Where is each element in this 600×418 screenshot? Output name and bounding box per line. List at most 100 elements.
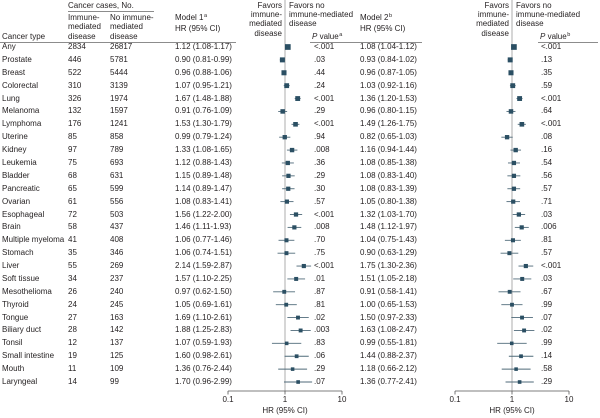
hr-marker	[282, 289, 287, 294]
model1-hr-ci: 1.33 (1.08-1.65)	[175, 145, 232, 155]
hr-marker	[284, 302, 289, 307]
table-row: Pancreatic 65 599 1.14 (0.89-1.47) .30 1.08 (…	[0, 184, 600, 194]
model2-hr-ci: 1.36 (0.77-2.41)	[360, 377, 417, 386]
model2-hr-ci: 1.50 (0.97-2.33)	[360, 312, 417, 322]
cases-no-immune-mediated: 1241	[110, 119, 128, 129]
cancer-cases-group-rule	[68, 11, 154, 12]
table-row: Mouth 11 109 1.36 (0.76-2.44) .29 1.18 (0.66-…	[0, 364, 600, 374]
model1-title: Model 1a	[175, 13, 220, 24]
model1-p-value: .008	[314, 145, 330, 155]
cases-immune-mediated: 85	[68, 132, 77, 142]
model1-hr-ci: 1.12 (1.08-1.17)	[175, 42, 232, 51]
cases-immune-mediated: 176	[68, 119, 82, 129]
header-line: No immune-	[110, 13, 154, 22]
model1-p-value: .06	[314, 351, 326, 361]
cancer-type-header: Cancer type	[2, 32, 46, 41]
model2-hr-ci: 0.82 (0.65-1.03)	[360, 132, 417, 142]
hr-marker	[507, 289, 512, 294]
cancer-type-label: Prostate	[2, 54, 32, 64]
model1-p-value: .87	[314, 286, 326, 296]
model1-hr-ci: 1.69 (1.10-2.61)	[175, 312, 232, 322]
model1-hr-ci: 1.67 (1.48-1.88)	[175, 93, 232, 103]
hr-marker	[520, 276, 525, 281]
cases-no-immune-mediated: 599	[110, 183, 124, 193]
cancer-type-label: Ovarian	[2, 196, 31, 206]
hr-marker	[294, 354, 299, 359]
header-line: mediated	[476, 19, 509, 29]
table-row: Any 2834 26817 1.12 (1.08-1.17) <.001 1.08 (1…	[0, 42, 600, 52]
hr-marker	[279, 57, 285, 63]
cases-no-immune-mediated: 789	[110, 145, 124, 155]
model1-hr-ci: 1.14 (0.89-1.47)	[175, 183, 232, 193]
hr-marker	[519, 354, 523, 359]
model1-p-value: .29	[314, 106, 326, 116]
hr-marker	[298, 328, 303, 333]
cases-immune-mediated: 65	[68, 183, 77, 193]
x-tick-label: 0.1	[449, 395, 461, 404]
table-row: Colorectal 310 3139 1.07 (0.95-1.21) .24 1.03…	[0, 81, 600, 91]
cancer-type-label: Tongue	[2, 312, 29, 322]
table-row: Breast 522 5444 0.96 (0.88-1.06) .44 0.96 (0.…	[0, 68, 600, 78]
hr-marker	[296, 380, 300, 384]
model1-hr-ci: 1.88 (1.25-2.83)	[175, 325, 232, 335]
hr-marker	[519, 121, 525, 127]
favors-no-immune-header-model2: Favors no immune-mediated disease	[516, 1, 580, 29]
cases-no-immune-mediated: 245	[110, 299, 124, 309]
cancer-type-label: Brain	[2, 222, 21, 232]
table-row: Soft tissue 34 237 1.57 (1.10-2.25) .01 1.51 …	[0, 274, 600, 284]
cases-no-immune-mediated: 237	[110, 273, 124, 283]
cancer-type-label: Laryngeal	[2, 377, 38, 386]
model1-hr-ci: 0.96 (0.88-1.06)	[175, 67, 232, 77]
model1-hr-ci: 1.36 (0.76-2.44)	[175, 364, 232, 374]
cases-no-immune-mediated: 1597	[110, 106, 128, 116]
cancer-type-label: Bladder	[2, 170, 30, 180]
x-tick-label: 10	[565, 395, 574, 404]
model2-hr-ci: 0.96 (0.87-1.05)	[360, 67, 417, 77]
table-row: Mesothelioma 26 240 0.97 (0.62-1.50) .87 0.91…	[0, 287, 600, 297]
hr-marker	[504, 135, 510, 140]
cases-immune-mediated: 14	[68, 377, 77, 386]
model1-hr-ci: 1.53 (1.30-1.79)	[175, 119, 232, 129]
model2-hr-ci: 1.48 (1.12-1.97)	[360, 222, 417, 232]
table-row: Liver 55 269 2.14 (1.59-2.87) <.001 1.75 (1.3…	[0, 261, 600, 271]
model1-hr-ci: 1.46 (1.11-1.93)	[175, 222, 232, 232]
cases-no-immune-mediated: 137	[110, 338, 124, 348]
model2-hr-ci: 1.16 (0.94-1.44)	[360, 145, 417, 155]
x-tick-label: 0.1	[222, 395, 234, 404]
model2-p-value: .03	[541, 209, 553, 219]
table-row: Kidney 97 789 1.33 (1.08-1.65) .008 1.16 (0.9…	[0, 145, 600, 155]
cases-immune-mediated: 58	[68, 222, 77, 232]
cases-no-immune-mediated: 99	[110, 377, 119, 386]
cases-no-immune-mediated: 269	[110, 261, 124, 271]
x-axis-label: HR (95% CI)	[262, 406, 308, 415]
hr-marker	[284, 251, 289, 256]
cases-immune-mediated: 41	[68, 235, 77, 245]
hr-marker	[517, 380, 522, 384]
cases-immune-mediated: 2834	[68, 42, 86, 51]
model2-hr-ci: 1.04 (0.75-1.43)	[360, 235, 417, 245]
header-rule	[0, 42, 236, 43]
model2-p-value: .35	[541, 67, 553, 77]
table-row: Biliary duct 28 142 1.88 (1.25-2.83) .003 1.6…	[0, 325, 600, 335]
hr-marker	[522, 328, 527, 333]
model2-p-value: .64	[541, 106, 553, 116]
model2-p-value: .56	[541, 170, 553, 180]
model1-p-value: .03	[314, 54, 326, 64]
cases-immune-mediated: 68	[68, 170, 77, 180]
hr-marker	[516, 212, 522, 217]
favors-immune-header-model2: Favors immune- mediated disease	[476, 1, 509, 38]
x-tick-label: 1	[283, 395, 288, 404]
hr-marker	[280, 109, 285, 114]
cases-no-immune-mediated: 631	[110, 170, 124, 180]
hr-marker	[517, 96, 523, 101]
cases-no-immune-mediated: 163	[110, 312, 124, 322]
model2-p-value: <.001	[541, 261, 562, 271]
header-line: disease	[289, 19, 317, 29]
model2-p-value: <.001	[541, 93, 562, 103]
cancer-type-label: Any	[2, 42, 16, 51]
favors-no-immune-header-model1: Favors no immune-mediated disease	[289, 1, 353, 29]
model2-label: Model 2	[360, 13, 389, 22]
cancer-type-label: Multiple myeloma	[2, 235, 65, 245]
cancer-type-label: Lung	[2, 93, 20, 103]
